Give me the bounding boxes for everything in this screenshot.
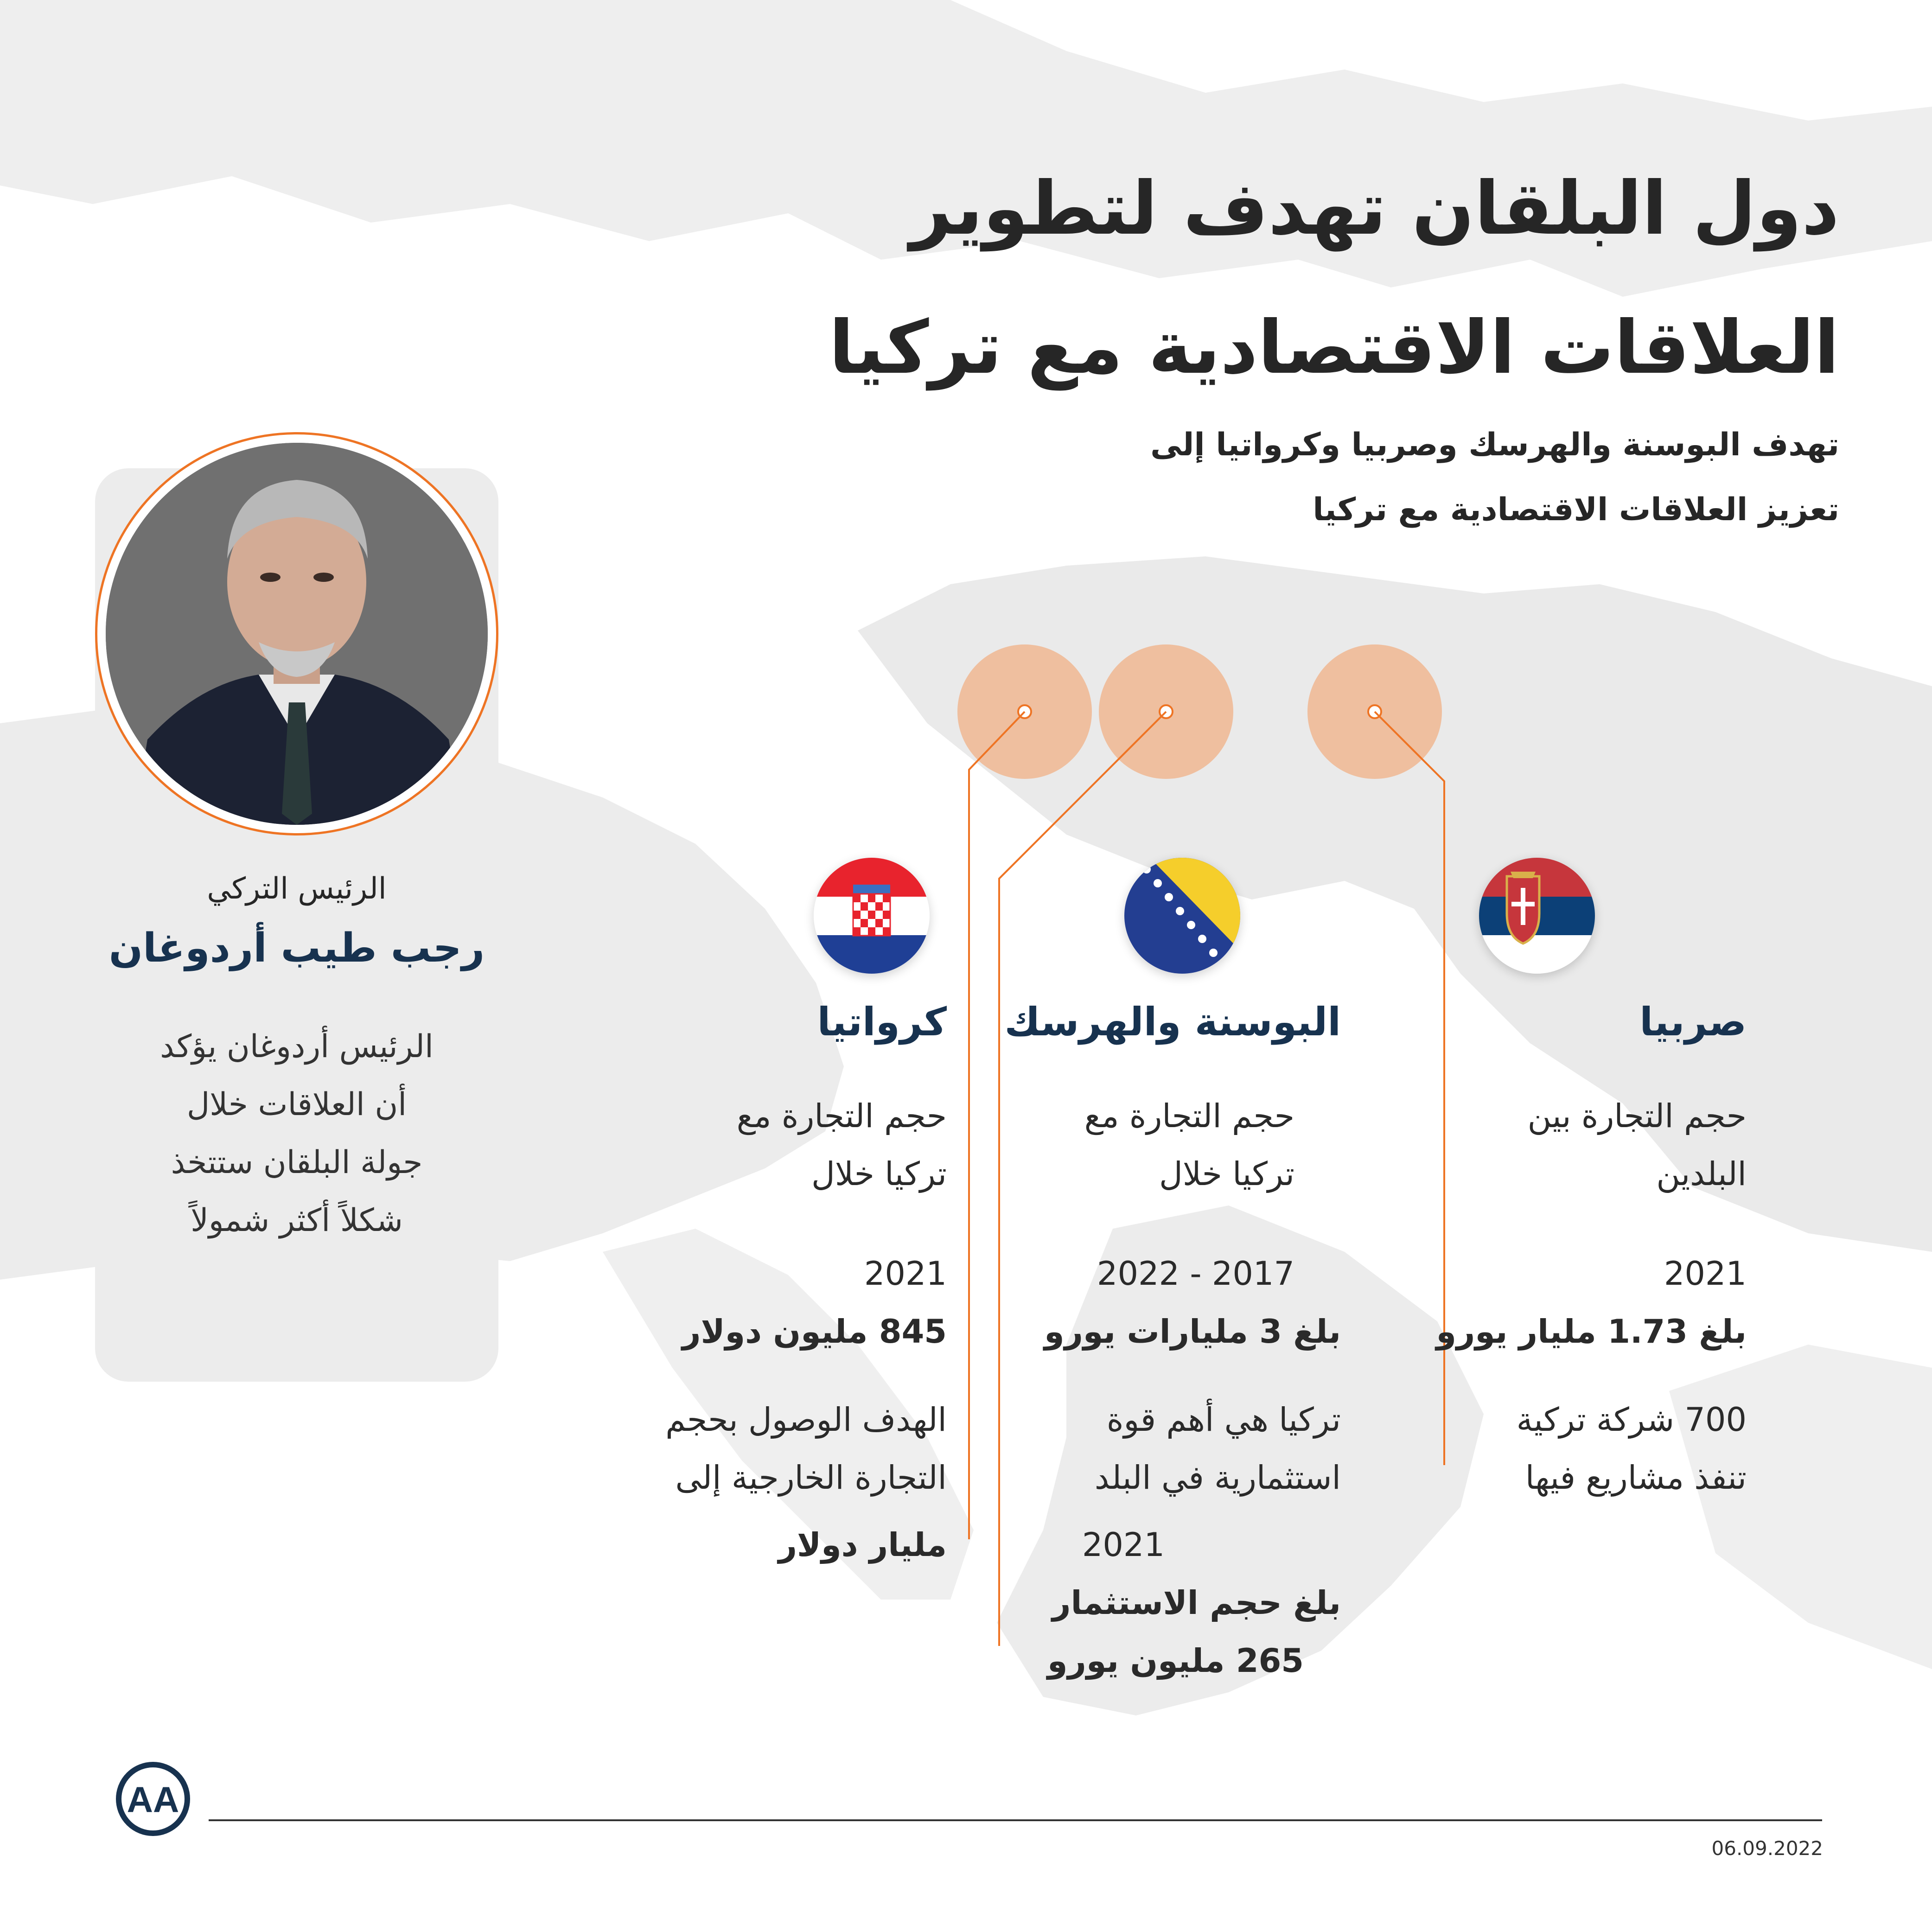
title-line-2: العلاقات الاقتصادية مع تركيا (829, 305, 1839, 390)
bosnia-invest-line-2: 265 مليون يورو (1047, 1642, 1304, 1680)
footer-date: 06.09.2022 (1711, 1837, 1823, 1860)
quote-line-4: شكلاً أكثر شمولاً (191, 1202, 403, 1239)
serbia-flag-icon (1479, 858, 1595, 974)
serbia-trade-value: بلغ 1.73 مليار يورو (1436, 1313, 1747, 1351)
title-line-1: دول البلقان تهدف لتطوير (910, 166, 1839, 251)
person-quote: الرئيس أردوغان يؤكد أن العلاقات خلال جول… (121, 1018, 473, 1250)
bosnia-note-line-1: تركيا هي أهم قوة (1106, 1401, 1341, 1439)
bosnia-column: البوسنة والهرسك حجم التجارة مع تركيا خلا… (924, 999, 1341, 1690)
serbia-note-line-1: 700 شركة تركية (1516, 1401, 1747, 1439)
bosnia-name: البوسنة والهرسك (1004, 999, 1341, 1045)
bosnia-trade-value: بلغ 3 مليارات يورو (1044, 1313, 1341, 1351)
portrait-illustration (106, 443, 488, 825)
bosnia-flag-icon (1124, 858, 1240, 974)
map-land-greece (997, 1205, 1484, 1715)
bosnia-trade-line-2: تركيا خلال (1159, 1155, 1294, 1193)
subtitle-line-1: تهدف البوسنة والهرسك وصربيا وكرواتيا إلى (1150, 427, 1839, 463)
footer-divider (209, 1819, 1822, 1821)
bosnia-period: 2017 - 2022 (1097, 1255, 1294, 1293)
bosnia-invest-line-1: بلغ حجم الاستثمار (1052, 1584, 1341, 1622)
quote-line-2: أن العلاقات خلال (186, 1086, 407, 1123)
quote-line-1: الرئيس أردوغان يؤكد (160, 1028, 434, 1065)
croatia-trade-line-2: تركيا خلال (811, 1155, 947, 1193)
serbia-year: 2021 (1664, 1255, 1747, 1293)
serbia-note-line-2: تنفذ مشاريع فيها (1525, 1459, 1747, 1497)
croatia-flag-icon (814, 858, 930, 974)
map-land-east (1669, 1345, 1932, 1669)
logo-text: AA (127, 1779, 179, 1820)
serbia-name: صربيا (1639, 999, 1747, 1045)
croatia-connector (968, 711, 1026, 1539)
page-title: دول البلقان تهدف لتطوير العلاقات الاقتصا… (448, 139, 1839, 417)
page-subtitle: تهدف البوسنة والهرسك وصربيا وكرواتيا إلى… (727, 413, 1839, 542)
croatia-goal-line-2: التجارة الخارجية إلى (675, 1459, 947, 1497)
croatia-goal-line-1: الهدف الوصول بحجم (665, 1401, 947, 1439)
portrait-photo (106, 443, 488, 825)
bosnia-note-line-2: استثمارية في البلد (1094, 1459, 1341, 1497)
bosnia-trade-line-1: حجم التجارة مع (1084, 1097, 1294, 1135)
serbia-trade-line-2: البلدين (1656, 1155, 1747, 1193)
map-land-italy (603, 1229, 974, 1600)
croatia-trade-line-1: حجم التجارة مع (736, 1097, 947, 1135)
aa-logo-icon: AA (116, 1762, 190, 1836)
bosnia-connector (998, 711, 1167, 1646)
croatia-goal-value: مليار دولار (778, 1526, 947, 1564)
croatia-trade-value: 845 مليون دولار (682, 1313, 947, 1351)
map-land-north (0, 0, 1932, 297)
serbia-column: صربيا حجم التجارة بين البلدين 2021 بلغ 1… (1376, 999, 1747, 1507)
serbia-connector (1374, 711, 1445, 1465)
croatia-column: كرواتيا حجم التجارة مع تركيا خلال 2021 8… (529, 999, 947, 1574)
person-role: الرئيس التركي (207, 872, 387, 906)
bosnia-year: 2021 (1082, 1526, 1165, 1564)
croatia-name: كرواتيا (817, 999, 947, 1045)
quote-line-3: جولة البلقان ستتخذ (171, 1144, 423, 1181)
subtitle-line-2: تعزيز العلاقات الاقتصادية مع تركيا (1313, 491, 1839, 528)
croatia-year: 2021 (864, 1255, 947, 1293)
person-name: رجب طيب أردوغان (108, 925, 485, 971)
serbia-trade-line-1: حجم التجارة بين (1527, 1097, 1747, 1135)
